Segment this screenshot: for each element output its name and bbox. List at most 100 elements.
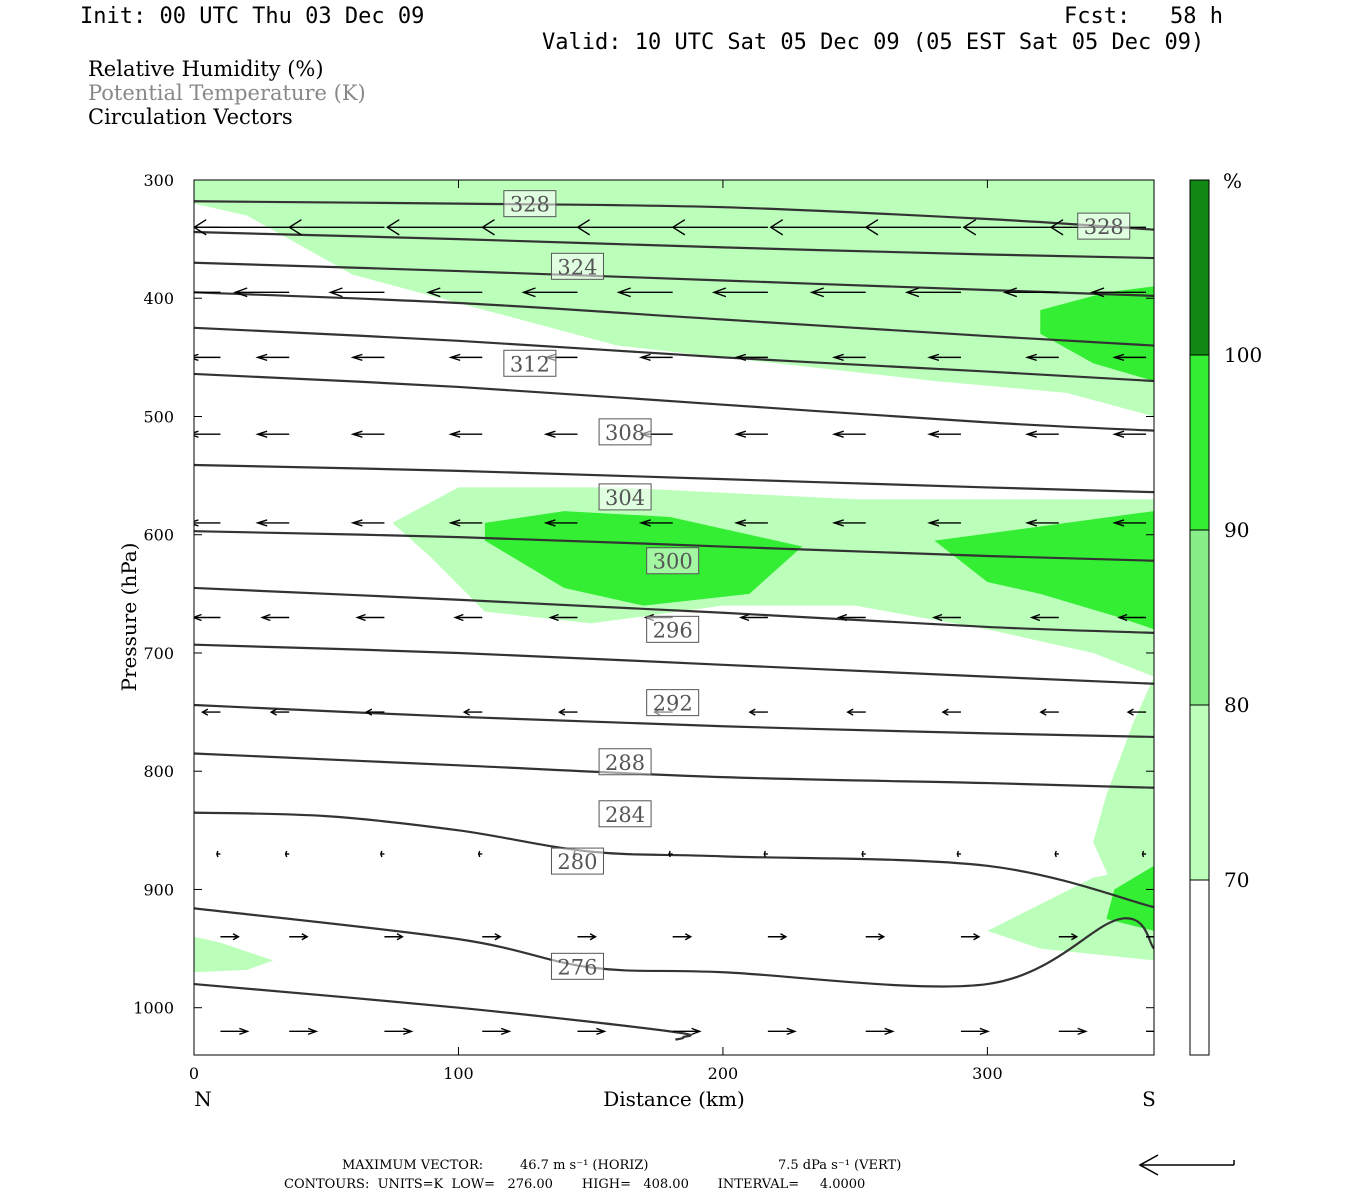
vector-head [328,287,343,298]
vector-head [239,1027,250,1036]
vector-head [831,353,844,362]
vector-head [734,519,747,527]
vector-head [596,1027,607,1036]
vector-head [481,219,495,236]
vector-head [671,219,686,236]
contour-label-box [550,847,604,875]
contour-label: 328 [1077,212,1131,240]
contour-label-box [598,483,652,511]
isentrope-308 [194,463,1154,494]
rh-region-70-80 [194,936,274,973]
x-tick-label: 300 [972,1064,1003,1083]
y-tick-label: 600 [143,526,174,545]
vector-head [962,219,977,236]
contour-label: 328 [503,190,557,218]
isentrope-296 [194,643,1154,685]
vector-head [380,850,383,858]
vector-head [864,219,879,236]
contours-info: CONTOURS: UNITS=K LOW= 276.00 HIGH= 408.… [284,1177,866,1192]
vector-head [350,353,363,362]
vector-head [494,933,502,941]
vector-head [1165,1028,1173,1034]
vector-head [1002,287,1018,298]
contour-label-text: 296 [653,618,693,642]
colorbar-swatch [1189,354,1210,531]
contour-label: 284 [598,800,652,828]
vector-head [448,519,461,527]
y-tick-label: 300 [143,171,174,190]
vector-head [1071,933,1079,941]
rh-region-80-90 [934,511,1154,630]
vector-head [1024,353,1037,362]
vector-head [861,850,864,858]
vector-head [1077,1027,1088,1036]
forecast-hour: Fcst: 58 h [1064,4,1223,29]
contour-label-text: 312 [510,352,550,376]
vector-head [956,850,960,858]
vector-head [548,613,559,622]
vector-head [350,430,363,438]
vector-head [462,708,471,716]
vector-head [877,933,886,941]
vector-head [691,1027,702,1036]
isentrope-332 [194,200,1154,231]
contour-label-box [646,547,700,575]
contour-label-text: 328 [510,193,550,217]
vector-head [201,708,209,716]
vector-head [927,430,940,438]
valid-time: Valid: 10 UTC Sat 05 Dec 09 (05 EST Sat … [542,30,1205,55]
contour-label-text: 276 [557,955,597,979]
contour-label: 276 [550,952,604,980]
contour-label: 288 [598,748,652,776]
init-time: Init: 00 UTC Thu 03 Dec 09 [80,4,425,29]
isentrope-280 [194,907,1154,988]
contour-label-text: 300 [653,550,693,574]
vector-head [576,219,591,236]
vector-head [1117,613,1128,622]
plot-frame [193,179,1155,1056]
vector-head [194,430,199,438]
contour-label-box [503,190,557,218]
vector-head [307,1027,319,1036]
vector-head [616,287,631,298]
vector-head [284,850,288,858]
vector-head [301,933,309,941]
vector-head [734,353,747,362]
contour-label-text: 292 [653,692,693,716]
vector-head [941,708,949,716]
legend-theta: Potential Temperature (K) [88,81,366,105]
max-vector-horiz: 46.7 m s⁻¹ (HORIZ) [520,1158,649,1173]
colorbar-swatch [1189,529,1210,706]
contour-label: 324 [550,252,604,280]
isentrope-320 [194,291,1154,347]
vector-head [1112,430,1125,438]
vector-head [809,287,824,298]
contour-label: 296 [646,615,700,643]
isentrope-288 [194,752,1154,789]
legend-rh: Relative Humidity (%) [88,57,324,81]
x-end-label-north: N [194,1087,212,1111]
vector-head [269,708,277,716]
contour-label: 312 [503,349,557,377]
vector-head [1089,287,1105,298]
isentrope-304 [194,530,1154,562]
vector-head [255,430,268,438]
vector-head [738,613,750,622]
contour-label-box [598,748,652,776]
vector-head [558,708,566,716]
isentrope-layer [194,200,1154,1041]
vector-head [1024,519,1037,527]
contour-label-layer: 328 328 324 312 308 304 300 296 292 288 284 280 276 [503,190,1131,980]
x-tick-label: 200 [708,1064,739,1083]
vector-head [1049,219,1064,236]
vector-head [769,219,784,236]
vector-head [194,353,199,362]
y-tick-label: 400 [143,289,174,308]
vector-head [448,430,461,438]
colorbar-level-label: 80 [1224,693,1249,717]
vector-head [927,519,940,527]
max-vector-label: MAXIMUM VECTOR: [342,1158,484,1173]
vector-head [500,1027,512,1036]
vector-head [638,519,651,527]
